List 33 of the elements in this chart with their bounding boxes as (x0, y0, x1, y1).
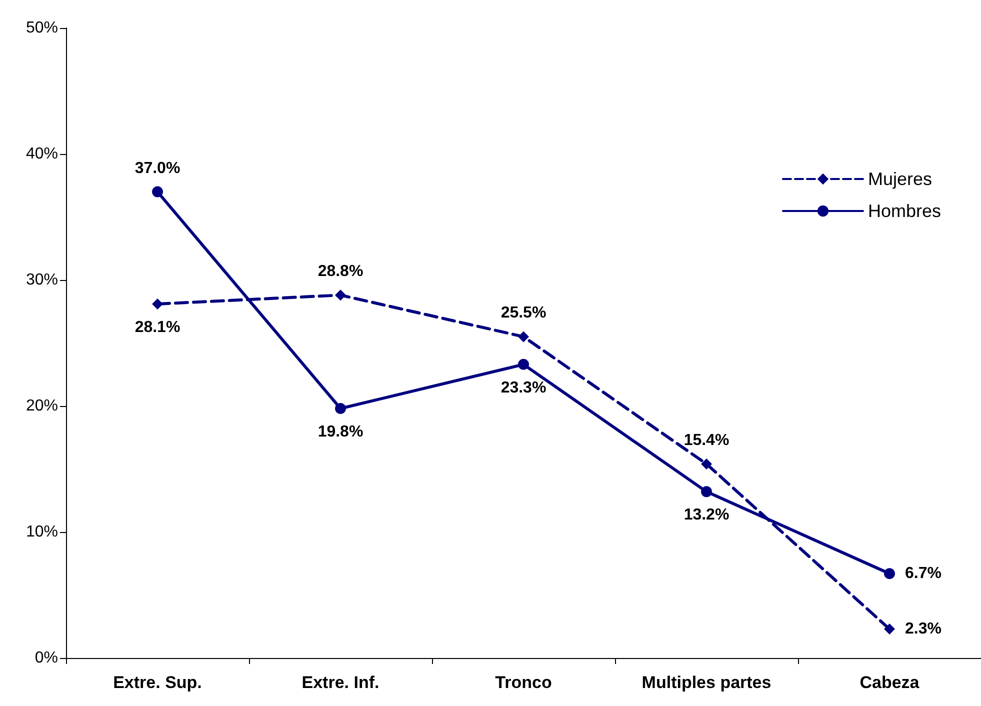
point (335, 403, 346, 414)
y-tick-label: 0% (34, 650, 58, 666)
legend-label: Mujeres (868, 169, 932, 189)
y-tick-label: 20% (26, 398, 58, 414)
data-label: 23.3% (500, 379, 546, 396)
legend-label: Hombres (868, 201, 942, 221)
x-tick-label: Cabeza (860, 673, 920, 692)
x-tick-label: Multiples partes (642, 673, 772, 692)
y-tick-label: 40% (26, 146, 58, 162)
data-label: 25.5% (500, 304, 546, 322)
point (884, 568, 895, 580)
x-tick-label: Extre. Inf. (302, 673, 380, 692)
data-label: 28.1% (134, 318, 180, 336)
y-tick-label: 50% (26, 20, 58, 36)
data-label: 15.4% (684, 432, 730, 449)
point (152, 298, 163, 310)
point (701, 486, 712, 498)
data-label: 13.2% (684, 506, 730, 524)
data-label: 2.3% (905, 620, 942, 638)
point (152, 186, 163, 198)
x-tick-label: Extre. Sup. (113, 673, 202, 692)
y-tick-label: 10% (26, 524, 58, 540)
point (518, 331, 529, 342)
y-tick-label: 30% (26, 272, 58, 288)
data-label: 28.8% (318, 263, 364, 280)
point (701, 458, 712, 470)
data-label: 37.0% (134, 160, 180, 177)
point (884, 624, 895, 635)
x-tick-label: Tronco (495, 673, 552, 692)
point (335, 290, 346, 301)
data-label: 19.8% (318, 424, 364, 441)
point (518, 358, 529, 370)
data-label: 6.7% (905, 565, 942, 582)
